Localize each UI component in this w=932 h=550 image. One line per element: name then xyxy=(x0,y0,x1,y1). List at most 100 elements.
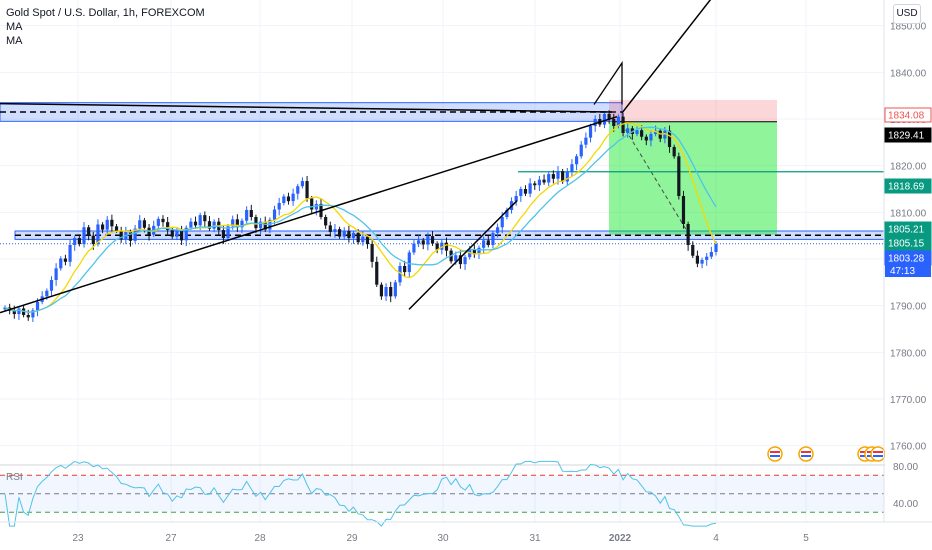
candle-body xyxy=(310,198,314,210)
candle-body xyxy=(440,242,444,250)
candle-body xyxy=(161,218,165,223)
candle-body xyxy=(105,219,109,230)
candle-body xyxy=(138,220,142,229)
candle-body xyxy=(203,215,207,222)
candle-body xyxy=(375,261,379,285)
price-tag-label: 1834.08 xyxy=(888,111,925,122)
candle-body xyxy=(588,126,593,138)
candle-body xyxy=(379,284,384,297)
us-event-icon xyxy=(767,446,783,462)
candle-body xyxy=(700,259,704,264)
candle-body xyxy=(477,247,481,255)
candle-body xyxy=(626,128,630,133)
y-tick-label: 1770.00 xyxy=(890,395,927,406)
trendline-short xyxy=(408,200,518,310)
candle-body xyxy=(68,245,72,262)
candle-body xyxy=(249,210,253,217)
y-tick-label: 1780.00 xyxy=(890,348,927,359)
candle-body xyxy=(221,230,226,238)
candle-body xyxy=(677,156,681,196)
y-tick-label: 1790.00 xyxy=(890,302,927,313)
candle-body xyxy=(426,236,430,245)
candle-body xyxy=(561,171,565,182)
ascending-trendline xyxy=(0,115,618,314)
candle-body xyxy=(482,240,486,248)
candle-body xyxy=(505,210,509,217)
candle-body xyxy=(570,164,574,172)
candle-body xyxy=(226,226,230,238)
candle-body xyxy=(672,147,676,157)
candle-body xyxy=(240,220,244,228)
candle-body xyxy=(35,301,40,311)
candle-body xyxy=(384,287,388,297)
candle-body xyxy=(579,144,583,157)
candle-body xyxy=(235,219,239,228)
projection-line xyxy=(621,0,712,114)
candle-body xyxy=(49,280,54,291)
candle-body xyxy=(324,217,328,226)
candle-body xyxy=(458,255,463,265)
us-flag-icon xyxy=(873,451,883,453)
ma-fast-line xyxy=(4,122,717,313)
us-flag-icon xyxy=(770,455,780,457)
ma-indicator-2[interactable]: MA xyxy=(6,35,23,47)
candle-body xyxy=(59,258,63,269)
candle-body xyxy=(681,196,686,224)
candle-body xyxy=(393,282,397,297)
us-flag-icon xyxy=(801,455,811,457)
candle-body xyxy=(430,236,435,244)
currency-button[interactable]: USD xyxy=(893,4,921,24)
arrow-marker xyxy=(593,60,623,105)
x-tick-label: 27 xyxy=(165,533,177,544)
candle-body xyxy=(463,257,467,265)
candle-body xyxy=(193,221,198,226)
candle-body xyxy=(612,119,616,126)
x-tick-label: 30 xyxy=(437,533,449,544)
candle-body xyxy=(565,171,569,182)
candle-body xyxy=(114,226,119,231)
candle-body xyxy=(556,171,560,179)
us-event-icon xyxy=(870,446,886,462)
candle-body xyxy=(602,113,607,125)
x-tick-label: 23 xyxy=(72,533,84,544)
price-tag xyxy=(884,178,932,194)
candle-body xyxy=(533,183,537,186)
price-tag xyxy=(884,107,932,123)
candle-body xyxy=(593,119,597,126)
candle-body xyxy=(263,221,267,230)
candle-body xyxy=(705,256,709,260)
candle-body xyxy=(184,227,188,241)
candle-body xyxy=(282,196,286,203)
candle-body xyxy=(514,196,518,202)
candle-body xyxy=(63,258,68,262)
candle-body xyxy=(500,217,504,228)
x-tick-label: 31 xyxy=(529,533,541,544)
candle-body xyxy=(258,221,263,229)
candle-body xyxy=(621,116,625,133)
candle-body xyxy=(100,224,105,230)
candle-body xyxy=(170,230,174,237)
candle-body xyxy=(640,130,644,137)
candle-body xyxy=(189,221,193,228)
candle-body xyxy=(156,218,160,226)
ma-slow-line xyxy=(4,126,717,313)
candle-body xyxy=(486,240,490,245)
candle-body xyxy=(444,242,449,251)
chart-legend: Gold Spot / U.S. Dollar, 1h, FOREXCOM MA… xyxy=(6,6,205,48)
candle-body xyxy=(296,186,300,194)
y-tick-label: 1850.00 xyxy=(890,22,927,33)
rsi-tick-label: 80.00 xyxy=(893,462,918,473)
price-tag-label: 1829.41 xyxy=(888,131,925,142)
ma-indicator-1[interactable]: MA xyxy=(6,21,23,33)
candle-body xyxy=(286,196,291,202)
candle-body xyxy=(365,236,370,245)
short-position-target-zone xyxy=(609,121,777,235)
candle-body xyxy=(412,243,416,253)
y-tick-label: 1760.00 xyxy=(890,442,927,453)
candle-body xyxy=(347,231,351,238)
rsi-line xyxy=(4,460,717,527)
candle-body xyxy=(91,235,95,245)
symbol-title[interactable]: Gold Spot / U.S. Dollar, 1h, FOREXCOM xyxy=(6,7,205,19)
candle-body xyxy=(328,225,332,232)
